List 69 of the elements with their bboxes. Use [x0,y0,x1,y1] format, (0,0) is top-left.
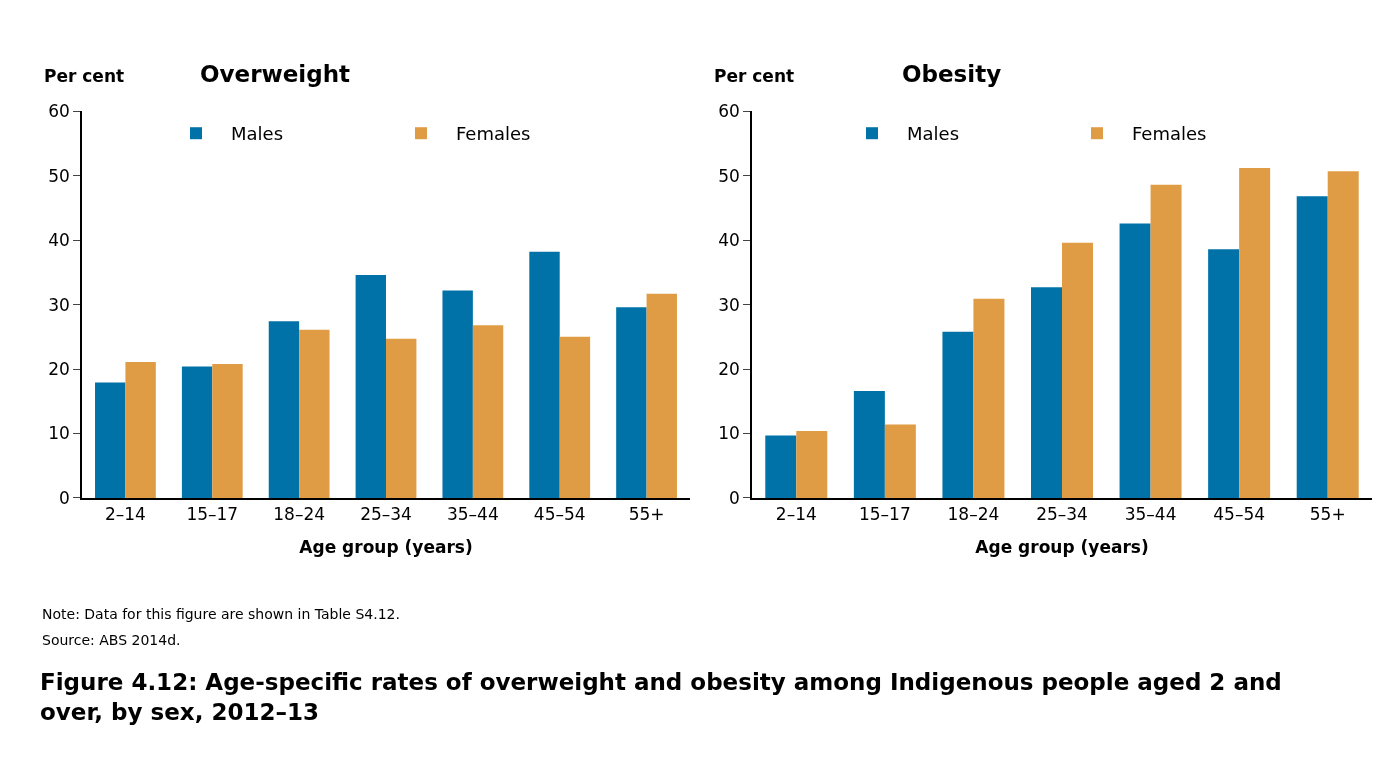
bar [1031,287,1062,498]
y-tick-label: 60 [48,101,70,122]
bar [268,321,300,498]
y-tick-label: 20 [718,358,740,379]
bar [472,325,504,498]
x-tick-label: 35–44 [446,504,499,525]
x-tick-label: 45–54 [533,504,586,525]
bar [973,298,1005,498]
bar [1150,184,1182,498]
y-tick-label: 50 [48,165,70,186]
y-tick-label: 10 [718,423,740,444]
y-tick-label: 20 [48,358,70,379]
bar [299,329,330,498]
y-tick-label: 30 [48,294,70,315]
x-axis-title: Age group (years) [299,536,473,557]
y-axis-title: Per cent [44,66,125,86]
bar [884,424,916,498]
text: Note: Data for this figure are shown in Table S4.12. [42,606,400,622]
bar [942,331,974,498]
bar [355,274,386,498]
source-note: Source: ABS 2014d. [42,632,181,648]
bar [616,307,647,498]
y-tick-label: 10 [48,423,70,444]
bar [442,290,473,498]
bar [1239,167,1271,498]
legend-label: Females [1132,123,1207,145]
chart-title: Obesity [902,61,1002,87]
bar [765,435,797,498]
x-tick-label: 45–54 [1213,504,1266,525]
x-tick-label: 2–14 [775,504,817,525]
bar [1327,171,1359,498]
y-tick-label: 40 [718,230,740,251]
x-tick-label: 25–34 [1036,504,1088,525]
y-tick-label: 0 [59,487,70,508]
x-tick-label: 55+ [628,504,665,525]
chart-title: Overweight [200,61,351,87]
bar [646,293,677,498]
bar [559,336,591,498]
y-tick-label: 30 [718,294,740,315]
x-tick-label: 55+ [1309,504,1346,525]
x-tick-label: 15–17 [858,504,911,525]
y-tick-label: 0 [729,487,740,508]
y-tick-label: 60 [718,101,740,122]
x-tick-label: 35–44 [1124,504,1177,525]
x-tick-label: 2–14 [104,504,146,525]
caption: Figure 4.12: Age-specific rates of overweight and obesity among Indigenous people aged 2 and over, by sex, 2012–13 [40,669,1282,725]
bar [95,382,126,498]
legend-label: Males [907,123,960,145]
x-tick-label: 18–24 [273,504,326,525]
legend-label: Males [231,123,284,145]
bar [125,361,156,498]
bar [1062,242,1093,498]
bar [853,390,885,498]
x-tick-label: 18–24 [947,504,1000,525]
bar [1208,249,1240,498]
y-axis-title: Per cent [714,66,795,86]
bar [181,366,213,498]
x-axis-title: Age group (years) [975,536,1149,557]
bar [529,251,560,498]
bar [212,363,243,498]
y-tick-label: 50 [718,165,740,186]
bar [386,338,417,498]
x-tick-label: 25–34 [360,504,412,525]
legend-label: Females [456,123,531,145]
bar [796,430,828,498]
x-tick-label: 15–17 [186,504,239,525]
y-tick-label: 40 [48,230,70,251]
bar [1119,223,1151,498]
bar [1296,196,1328,498]
